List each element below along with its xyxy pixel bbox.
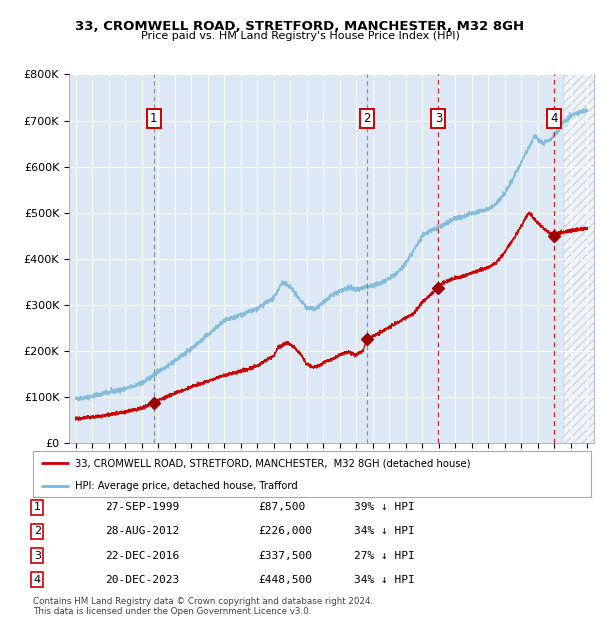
Text: 33, CROMWELL ROAD, STRETFORD, MANCHESTER,  M32 8GH (detached house): 33, CROMWELL ROAD, STRETFORD, MANCHESTER… (75, 458, 470, 468)
Text: Price paid vs. HM Land Registry's House Price Index (HPI): Price paid vs. HM Land Registry's House … (140, 31, 460, 41)
Text: £87,500: £87,500 (258, 502, 305, 512)
Text: 39% ↓ HPI: 39% ↓ HPI (354, 502, 415, 512)
Text: 1: 1 (150, 112, 158, 125)
Bar (563, 74, 600, 443)
Text: 27% ↓ HPI: 27% ↓ HPI (354, 551, 415, 560)
Text: £226,000: £226,000 (258, 526, 312, 536)
Text: 3: 3 (435, 112, 442, 125)
Text: HPI: Average price, detached house, Trafford: HPI: Average price, detached house, Traf… (75, 480, 298, 490)
Text: 28-AUG-2012: 28-AUG-2012 (105, 526, 179, 536)
Text: 33, CROMWELL ROAD, STRETFORD, MANCHESTER, M32 8GH: 33, CROMWELL ROAD, STRETFORD, MANCHESTER… (76, 20, 524, 33)
Text: 27-SEP-1999: 27-SEP-1999 (105, 502, 179, 512)
Text: 4: 4 (34, 575, 41, 585)
Text: This data is licensed under the Open Government Licence v3.0.: This data is licensed under the Open Gov… (33, 607, 311, 616)
Text: 3: 3 (34, 551, 41, 560)
Text: £337,500: £337,500 (258, 551, 312, 560)
Text: 34% ↓ HPI: 34% ↓ HPI (354, 526, 415, 536)
Text: Contains HM Land Registry data © Crown copyright and database right 2024.: Contains HM Land Registry data © Crown c… (33, 597, 373, 606)
Text: 4: 4 (550, 112, 558, 125)
Text: 2: 2 (364, 112, 371, 125)
Text: 34% ↓ HPI: 34% ↓ HPI (354, 575, 415, 585)
Text: 2: 2 (34, 526, 41, 536)
Text: 22-DEC-2016: 22-DEC-2016 (105, 551, 179, 560)
Text: 20-DEC-2023: 20-DEC-2023 (105, 575, 179, 585)
Text: 1: 1 (34, 502, 41, 512)
Text: £448,500: £448,500 (258, 575, 312, 585)
